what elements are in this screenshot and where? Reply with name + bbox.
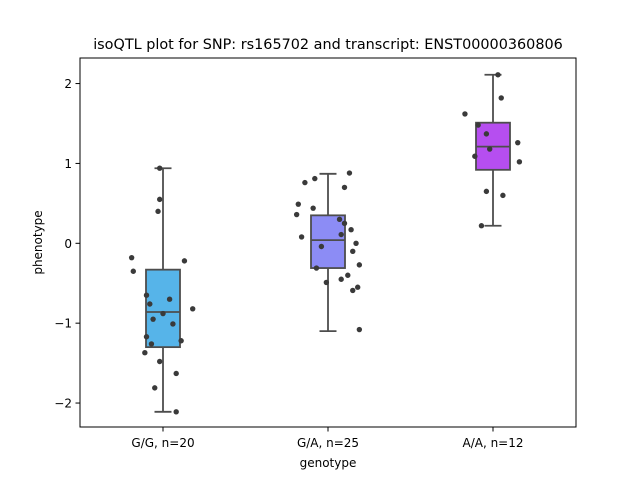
y-tick-label: −2 [54,397,72,411]
data-point [338,276,344,282]
data-point [462,111,468,117]
data-point [155,208,161,215]
data-point [130,268,136,274]
data-point [353,240,359,246]
data-point [472,153,478,159]
y-tick-label: 2 [64,77,72,91]
data-point [475,122,481,128]
data-point [356,326,363,333]
data-point [157,358,163,365]
data-point [516,159,523,165]
chart-title: isoQTL plot for SNP: rs165702 and transc… [93,37,563,53]
y-tick-label: −1 [54,317,72,331]
data-point [143,334,150,340]
y-tick-label: 1 [64,157,72,171]
y-axis-label: phenotype [31,210,45,274]
data-point [312,175,318,182]
data-point [515,139,521,146]
data-point [143,292,150,298]
x-tick-label: A/A, n=12 [462,436,523,450]
data-point [142,350,148,356]
data-point [341,184,348,191]
data-point [500,192,506,199]
data-point [181,258,188,264]
data-point [157,196,163,203]
boxes-layer [145,73,511,413]
points-layer [128,72,523,415]
data-point [152,385,158,391]
data-point [346,170,353,176]
data-point [128,254,135,261]
data-point [336,216,343,223]
data-point [348,227,354,233]
data-point [355,284,361,290]
data-point [147,301,153,307]
x-tick-label: G/A, n=25 [297,436,359,450]
x-tick-label: G/G, n=20 [131,436,194,450]
data-point [310,205,316,211]
data-point [350,287,356,294]
data-point [338,231,344,238]
data-point [148,341,155,347]
data-point [345,272,351,278]
data-point [498,95,504,101]
data-point [483,188,490,195]
data-point [323,279,330,286]
x-axis: G/G, n=20 G/A, n=25 A/A, n=12 [131,427,524,450]
data-point [341,220,348,227]
data-point [293,211,300,218]
data-point [160,310,166,317]
data-point [295,201,301,207]
box [310,214,346,269]
data-point [157,165,163,171]
data-point [302,179,308,186]
data-point [190,306,196,312]
data-point [178,338,184,344]
data-point [170,321,176,327]
data-point [150,316,156,322]
data-point [173,370,179,377]
data-point [487,146,493,152]
data-point [478,223,485,229]
box [145,268,181,349]
data-point [313,265,320,271]
y-axis: −2 −1 0 1 2 [54,77,80,411]
y-tick-label: 0 [64,237,72,251]
data-point [173,409,179,415]
data-point [483,131,490,137]
data-point [495,72,501,78]
data-point [318,243,325,250]
data-point [298,234,305,240]
x-axis-label: genotype [300,456,357,470]
data-point [356,262,363,268]
data-point [166,296,173,302]
data-point [350,248,356,254]
